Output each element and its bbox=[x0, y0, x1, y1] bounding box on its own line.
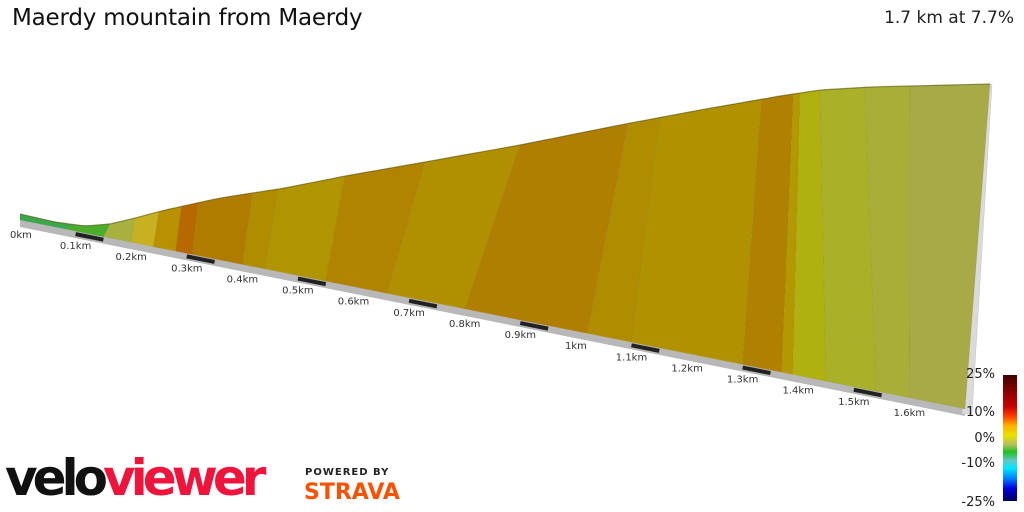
x-tick-label: 0.5km bbox=[282, 286, 313, 297]
km-band-dark bbox=[742, 365, 771, 376]
profile-base-rail bbox=[20, 220, 965, 416]
legend-label-10: 10% bbox=[966, 405, 995, 420]
x-tick-label: 1.6km bbox=[894, 408, 925, 419]
x-tick-label: 1.4km bbox=[782, 386, 813, 397]
page-title: Maerdy mountain from Maerdy bbox=[12, 5, 363, 31]
x-tick-label: 1.3km bbox=[727, 375, 758, 386]
km-band-dark bbox=[75, 232, 104, 242]
x-tick-label: 0.4km bbox=[227, 275, 258, 286]
x-tick-label: 0.6km bbox=[338, 297, 369, 308]
climb-summary: 1.7 km at 7.7% bbox=[884, 8, 1014, 28]
km-band-dark bbox=[631, 343, 660, 353]
km-band-dark bbox=[186, 254, 215, 264]
x-tick-label: 0.2km bbox=[115, 252, 146, 263]
gradient-colorscale-bar bbox=[1003, 375, 1017, 501]
logo-viewer-text: viewer bbox=[103, 449, 266, 507]
legend-label-neg25: -25% bbox=[961, 495, 995, 510]
x-tick-label: 0.3km bbox=[171, 263, 202, 274]
powered-by-label: POWERED BY bbox=[305, 467, 390, 478]
logo-velo-text: velo bbox=[5, 449, 108, 507]
x-tick-label: 1.1km bbox=[616, 352, 647, 363]
km-band-dark bbox=[519, 321, 549, 331]
x-tick-label: 1.5km bbox=[838, 397, 869, 408]
x-tick-label: 0.9km bbox=[505, 330, 536, 341]
km-band-dark bbox=[408, 298, 438, 309]
km-band-dark bbox=[853, 387, 883, 398]
x-tick-label: 0.1km bbox=[60, 241, 91, 252]
x-tick-label: 1.2km bbox=[671, 363, 702, 374]
profile-top-edge bbox=[19, 83, 991, 227]
km-tick-labels: 0km 0.1km 0.2km 0.3km 0.4km 0.5km 0.6km 0.7km 0.… bbox=[10, 230, 925, 419]
gradient-segments bbox=[19, 83, 991, 410]
legend-label-25: 25% bbox=[966, 367, 995, 382]
legend-label-0: 0% bbox=[974, 431, 995, 446]
x-tick-label: 0km bbox=[10, 230, 32, 241]
x-tick-label: 1km bbox=[565, 341, 587, 352]
legend-label-neg10: -10% bbox=[961, 456, 995, 471]
veloviewer-logo[interactable]: veloviewer bbox=[5, 449, 266, 507]
km-band-dark bbox=[297, 276, 327, 287]
x-tick-label: 0.8km bbox=[449, 319, 480, 330]
km-tick-bands bbox=[75, 232, 883, 398]
x-tick-label: 0.7km bbox=[393, 308, 424, 319]
gradient-segment bbox=[191, 192, 253, 265]
strava-logo[interactable]: STRAVA bbox=[304, 480, 400, 505]
